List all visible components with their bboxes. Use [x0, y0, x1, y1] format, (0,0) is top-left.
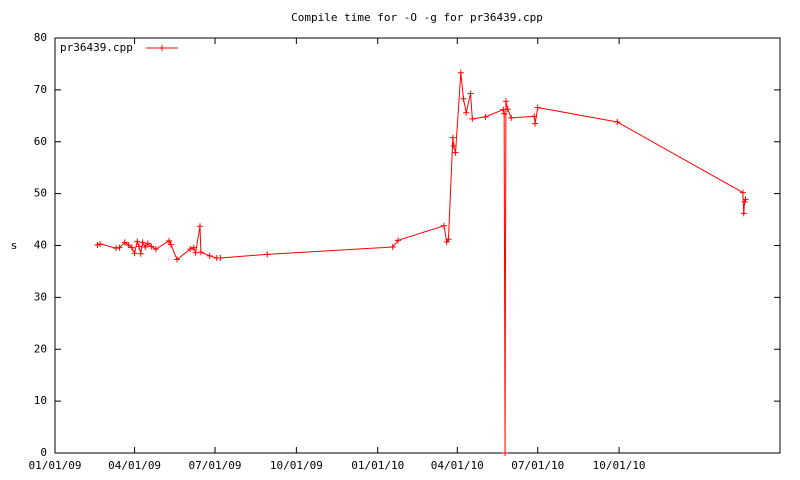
point [97, 240, 104, 247]
point [501, 110, 508, 117]
point [148, 243, 155, 250]
point [445, 236, 452, 243]
point [264, 251, 271, 258]
y-tick-label: 60 [34, 135, 47, 148]
point [142, 244, 149, 251]
point [500, 106, 507, 113]
point [469, 115, 476, 122]
point [144, 240, 151, 247]
point [395, 237, 402, 244]
point [450, 142, 457, 149]
point [532, 120, 539, 127]
point [531, 113, 538, 120]
point [452, 149, 459, 156]
point [116, 244, 123, 251]
y-tick-label: 20 [34, 342, 47, 355]
point [460, 95, 467, 102]
point [457, 69, 464, 76]
point [467, 90, 474, 97]
x-tick-label: 04/01/09 [108, 459, 161, 472]
plot-frame [54, 37, 781, 454]
point [502, 98, 509, 105]
x-tick-label: 10/01/10 [593, 459, 646, 472]
y-axis-label: s [11, 239, 18, 252]
point [449, 134, 456, 141]
point [152, 246, 159, 253]
y-tick-label: 70 [34, 83, 47, 96]
point [174, 256, 181, 263]
point [167, 241, 174, 248]
legend-label: pr36439.cpp [60, 41, 133, 54]
y-tick-label: 0 [40, 446, 47, 459]
point [197, 249, 204, 256]
point [217, 254, 224, 261]
point [135, 243, 142, 250]
point [131, 250, 138, 257]
point [740, 210, 747, 217]
x-tick-label: 01/01/09 [29, 459, 82, 472]
point [197, 223, 203, 230]
point [134, 238, 141, 245]
point [441, 222, 448, 229]
point [94, 241, 101, 248]
point [190, 244, 197, 251]
point [534, 104, 541, 111]
y-tick-label: 30 [34, 290, 47, 303]
point [166, 237, 173, 244]
point [389, 244, 396, 251]
x-tick-label: 07/01/09 [189, 459, 242, 472]
x-tick-label: 01/01/10 [351, 459, 404, 472]
point [741, 198, 748, 205]
point [502, 450, 509, 456]
point [125, 241, 132, 248]
point [742, 196, 749, 203]
point [121, 239, 128, 246]
x-tick-label: 07/01/10 [511, 459, 564, 472]
point [508, 114, 515, 121]
point [504, 106, 511, 113]
point [463, 109, 470, 116]
legend-swatch [159, 45, 165, 51]
point [128, 244, 135, 251]
x-tick-label: 10/01/09 [270, 459, 323, 472]
y-tick-label: 50 [34, 187, 47, 200]
y-tick-label: 80 [34, 31, 47, 44]
point [192, 249, 199, 256]
y-tick-label: 40 [34, 239, 47, 252]
point [614, 119, 621, 126]
point [187, 246, 194, 253]
x-tick-label: 04/01/10 [431, 459, 484, 472]
point [739, 189, 746, 196]
point [137, 250, 144, 257]
chart-title: Compile time for -O -g for pr36439.cpp [291, 11, 543, 24]
point [139, 239, 146, 246]
y-tick-label: 10 [34, 394, 47, 407]
point [206, 252, 213, 259]
point [482, 113, 489, 120]
series-line [97, 72, 746, 454]
point [113, 245, 120, 252]
